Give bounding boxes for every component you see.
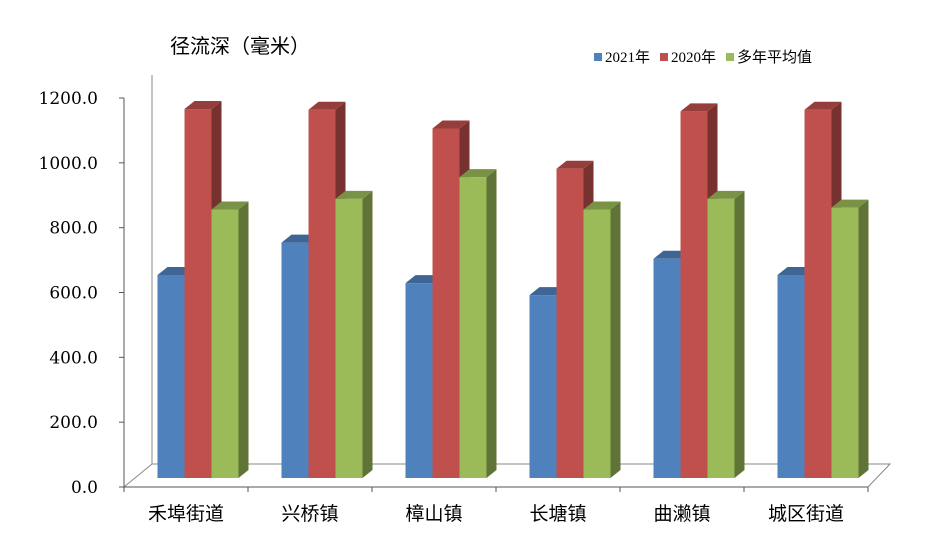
bar-top	[211, 201, 249, 210]
bar-side	[362, 190, 373, 478]
bar-top	[707, 190, 745, 199]
legend-label-2021: 2021年	[605, 50, 651, 66]
legend-item-2020: 2020年	[660, 46, 716, 67]
bar	[211, 209, 239, 478]
x-tick-label: 城区街道	[768, 503, 844, 525]
bar	[653, 258, 681, 478]
bar-side	[486, 169, 497, 478]
bar-side	[610, 201, 621, 478]
y-tick-label: 1200.0	[39, 89, 98, 109]
bar	[281, 242, 309, 478]
y-tick-label: 0.0	[71, 478, 98, 498]
legend-label-average: 多年平均值	[737, 50, 813, 66]
bar	[308, 109, 336, 479]
bar-top	[308, 101, 346, 110]
bar-top	[583, 201, 621, 210]
bar-side	[238, 201, 249, 478]
bar-top	[831, 199, 869, 208]
bar	[405, 283, 433, 478]
x-tick-label: 樟山镇	[405, 503, 462, 525]
bar	[707, 198, 735, 478]
bar-top	[184, 101, 222, 110]
bar-side	[734, 190, 745, 478]
bar-top	[335, 190, 373, 199]
legend-swatch-2021	[594, 52, 602, 61]
bar	[335, 198, 363, 478]
bar	[804, 109, 832, 479]
bar	[583, 209, 611, 478]
legend: 2021年 2020年 多年平均值	[594, 46, 822, 67]
bar	[459, 177, 487, 478]
x-tick-label: 曲濑镇	[653, 503, 710, 525]
bar-top	[680, 103, 718, 112]
bar	[831, 207, 859, 478]
bar	[529, 295, 557, 478]
y-tick-label: 600.0	[49, 284, 98, 304]
legend-swatch-2020	[660, 52, 669, 61]
y-tick-label: 800.0	[49, 219, 98, 239]
legend-label-2020: 2020年	[671, 50, 717, 66]
bar-top	[556, 160, 594, 169]
legend-item-2021: 2021年	[594, 46, 650, 67]
x-tick-label: 禾埠街道	[148, 503, 224, 525]
y-axis-title: 径流深（毫米）	[170, 34, 310, 58]
x-tick-label: 长塘镇	[529, 503, 586, 525]
bar-side	[858, 199, 869, 478]
bar	[777, 275, 805, 478]
bar	[184, 109, 212, 478]
bar	[157, 275, 185, 478]
y-tick-label: 200.0	[49, 413, 98, 433]
bar	[680, 111, 708, 478]
x-tick-label: 兴桥镇	[281, 503, 338, 525]
bar	[556, 168, 584, 478]
bar-top	[804, 101, 842, 110]
bar-top	[432, 120, 470, 129]
bar	[432, 128, 460, 478]
legend-swatch-average	[726, 52, 735, 61]
y-tick-label: 400.0	[49, 348, 98, 368]
bar-top	[459, 169, 497, 178]
legend-item-average: 多年平均值	[726, 46, 812, 67]
y-tick-label: 1000.0	[39, 154, 98, 174]
